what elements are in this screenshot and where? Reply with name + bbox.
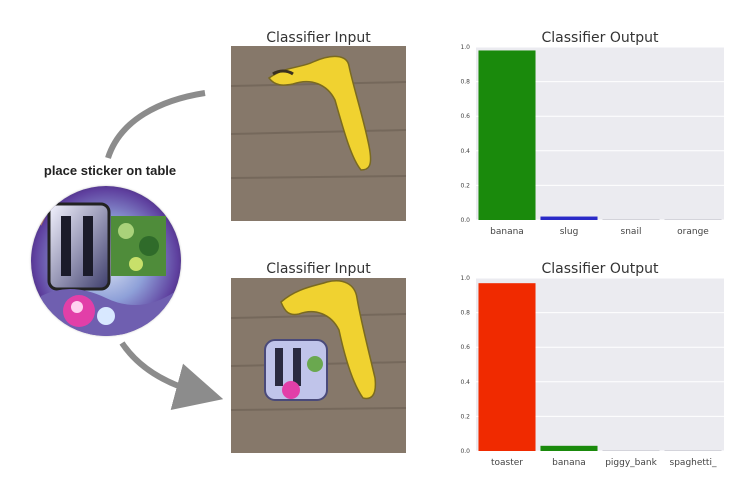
sticker-in-scene <box>264 339 328 401</box>
adversarial-sticker <box>31 186 181 336</box>
y-tick-label: 0.4 <box>460 379 470 386</box>
sticker-instruction: place sticker on table <box>43 163 177 178</box>
bar-orange <box>664 219 722 220</box>
y-tick-label: 1.0 <box>460 275 470 282</box>
bar-spaghetti_ <box>664 450 722 451</box>
x-tick-label: slug <box>560 227 579 237</box>
bar-piggy_bank <box>602 450 660 451</box>
bottom-output-chart: 0.0 0.2 0.4 0.6 0.8 1.0 toaster banana piggy_ban… <box>450 273 730 473</box>
top-output-chart-svg: 0.0 0.2 0.4 0.6 0.8 1.0 banana slug snail orange <box>460 44 724 237</box>
y-tick-label: 0.4 <box>460 148 470 155</box>
top-output-chart: 0.0 0.2 0.4 0.6 0.8 1.0 banana slug snail orange <box>450 42 730 242</box>
x-tick-label: toaster <box>491 458 523 468</box>
bottom-output-chart-svg: 0.0 0.2 0.4 0.6 0.8 1.0 toaster banana piggy_ban… <box>460 275 724 468</box>
bar-snail <box>602 219 660 220</box>
y-tick-label: 0.8 <box>460 310 470 317</box>
bar-banana <box>478 50 536 221</box>
y-tick-label: 0.0 <box>460 448 470 455</box>
x-tick-label: orange <box>677 227 709 237</box>
bottom-input-title: Classifier Input <box>266 261 371 277</box>
bar-slug <box>540 216 598 220</box>
bar-toaster <box>478 283 536 451</box>
top-output-title: Classifier Output <box>541 30 659 46</box>
y-tick-label: 0.2 <box>460 182 470 189</box>
arrow-to-bottom-input <box>119 341 224 410</box>
bottom-output-title: Classifier Output <box>541 261 659 277</box>
bottom-input-photo <box>231 278 406 453</box>
x-tick-label: banana <box>552 458 586 468</box>
y-tick-label: 0.6 <box>460 344 470 351</box>
top-input-photo <box>231 46 406 221</box>
y-tick-label: 0.0 <box>460 217 470 224</box>
bar-banana <box>540 445 598 451</box>
top-input-title: Classifier Input <box>266 30 371 46</box>
x-tick-label: piggy_bank <box>605 458 657 468</box>
y-tick-label: 0.2 <box>460 413 470 420</box>
x-tick-label: spaghetti_ <box>670 458 717 468</box>
y-tick-label: 0.6 <box>460 113 470 120</box>
x-tick-label: banana <box>490 227 524 237</box>
y-tick-label: 0.8 <box>460 79 470 86</box>
x-tick-label: snail <box>621 227 642 237</box>
arrow-to-top-input <box>105 90 206 159</box>
y-tick-label: 1.0 <box>460 44 470 51</box>
